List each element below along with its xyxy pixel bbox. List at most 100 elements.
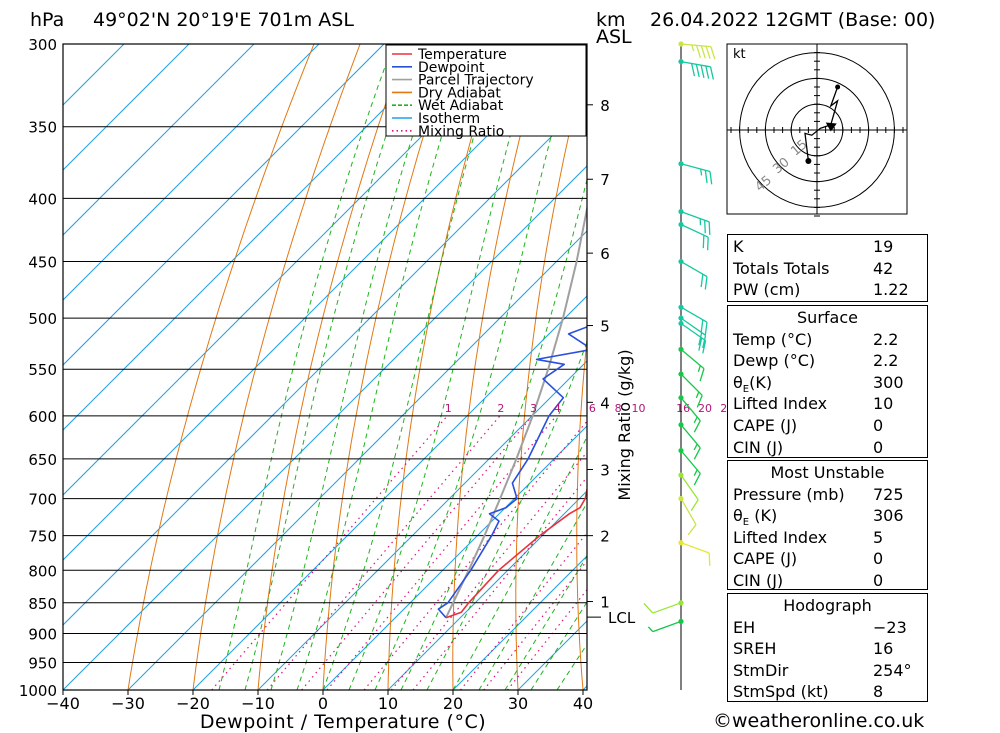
isotherm-line [63, 100, 587, 626]
wind-barb-flag [695, 45, 702, 58]
lcl-label: LCL [608, 609, 636, 627]
x-axis-label: Dewpoint / Temperature (°C) [200, 711, 486, 733]
wet-adiabat-line [218, 44, 394, 690]
surface-row-key: Dewp (°C) [733, 351, 816, 371]
wind-barb-shaft [680, 261, 708, 278]
surface-row-value: 0 [873, 437, 884, 457]
wind-barb-shaft [680, 474, 699, 501]
surface-row-key: Temp (°C) [733, 329, 813, 349]
mixing-ratio-label: 4 [554, 402, 561, 415]
wind-barb [680, 474, 699, 512]
pressure-tick-label: 300 [28, 36, 57, 54]
wind-barb-flag [704, 170, 708, 184]
pressure-tick-label: 800 [28, 562, 57, 580]
wind-barb-half-flag [700, 168, 703, 176]
wind-barb-flag [693, 420, 701, 433]
mixing-ratio-label: 8 [615, 402, 622, 415]
wind-barb-shaft [680, 210, 710, 223]
index-row: PW (cm) 1.22 [728, 278, 927, 300]
most-unstable-row-value: 306 [873, 506, 904, 526]
km-tick-label: 2 [600, 528, 610, 546]
wind-barb-flag [704, 220, 706, 234]
wind-barb-shaft [680, 43, 711, 48]
most-unstable-row-value: 725 [873, 484, 904, 504]
wind-barb-flag [695, 64, 700, 78]
most-unstable-row: Pressure (mb) 725 [728, 483, 927, 505]
km-unit-label: km [596, 9, 626, 31]
hodograph-row-value: 16 [873, 639, 894, 659]
wind-barb-shaft [680, 397, 701, 422]
dry-adiabat-line [257, 44, 407, 690]
wind-barb-flag [690, 499, 699, 512]
wind-barb [680, 542, 711, 566]
temperature-tick-label: −30 [111, 694, 145, 713]
wind-barb [680, 223, 709, 251]
wind-barb-shaft [652, 620, 682, 633]
hodograph-start-dot [805, 157, 812, 164]
hodograph-row-key: StmDir [733, 660, 789, 680]
most-unstable-row-key-subscript: E [742, 517, 750, 529]
temperature-line [445, 485, 587, 619]
surface-row-key: Lifted Index [733, 394, 828, 414]
wind-barb [680, 210, 711, 235]
surface-row: Lifted Index 10 [728, 392, 927, 414]
wind-barb [680, 450, 701, 486]
wind-barb-flag [702, 340, 707, 354]
km-tick-label: 5 [600, 318, 610, 336]
isotherm-line [63, 44, 320, 301]
isotherm-line [63, 44, 125, 106]
wind-barb-flag [687, 524, 697, 536]
hodograph-row-key: StmSpd (kt) [733, 682, 829, 702]
wind-barb-shaft [680, 498, 697, 525]
wind-barb-flag [704, 276, 708, 290]
wind-barb [643, 602, 682, 614]
wind-barb-flag [702, 335, 707, 349]
hodograph-table: Hodograph EH −23 SREH 16 StmDir 254° StmSpd (kt… [727, 593, 928, 702]
km-tick-label: 8 [600, 97, 610, 115]
index-row: Totals Totals 42 [728, 257, 927, 279]
most-unstable-row-key-symbol: θ [733, 506, 743, 526]
isotherm-line [63, 165, 587, 690]
isotherm-line [63, 44, 190, 171]
copyright-footer: ©weatheronline.co.uk [713, 710, 925, 732]
pressure-unit-label: hPa [30, 9, 65, 31]
dry-adiabat-line [127, 44, 315, 690]
mixing-ratio-line [211, 415, 448, 690]
wind-barb-half-flag [691, 44, 695, 52]
legend-box [385, 44, 587, 137]
wind-barb-half-flag [647, 626, 654, 633]
surface-row-key: CAPE (J) [733, 415, 798, 435]
datetime-label: 26.04.2022 12GMT (Base: 00) [650, 9, 936, 31]
surface-row: θE(K) 300 [728, 371, 927, 395]
wind-barb-shaft [680, 348, 705, 370]
wind-barb [680, 306, 708, 336]
asl-unit-label: ASL [596, 26, 632, 48]
index-row-value: 19 [873, 237, 894, 256]
parcel-trajectory-line [445, 203, 587, 619]
most-unstable-row-key: Lifted Index [733, 527, 828, 547]
most-unstable-row: CIN (J) 0 [728, 569, 927, 591]
surface-row-value: 300 [873, 372, 904, 392]
hodograph-row-value: −23 [873, 617, 907, 637]
most-unstable-table: Most Unstable Pressure (mb) 725 θE (K) 306 Li… [727, 460, 928, 590]
most-unstable-row-key: Pressure (mb) [733, 484, 845, 504]
wind-barb [680, 498, 697, 536]
temperature-tick-label: 0 [318, 694, 328, 713]
wind-barb [647, 620, 682, 633]
km-tick-label: 7 [600, 171, 610, 189]
most-unstable-row: θE (K) 306 [728, 504, 927, 529]
surface-row-key-symbol: θ [733, 372, 743, 392]
isotherm-line [63, 44, 450, 431]
surface-row: Temp (°C) 2.2 [728, 328, 927, 350]
hodograph-row: StmSpd (kt) 8 [728, 680, 927, 702]
dry-adiabat-line [693, 44, 729, 690]
surface-row-value: 0 [873, 415, 884, 435]
wind-barb-flag [700, 274, 704, 288]
km-tick-label: 3 [600, 461, 610, 479]
legend-entry-label: Isotherm [418, 111, 480, 127]
wind-barb-flag [700, 45, 706, 59]
mixing-ratio-label: 20 [698, 402, 712, 415]
wind-barb-flag [643, 603, 654, 614]
temperature-tick-label: 10 [378, 694, 398, 713]
